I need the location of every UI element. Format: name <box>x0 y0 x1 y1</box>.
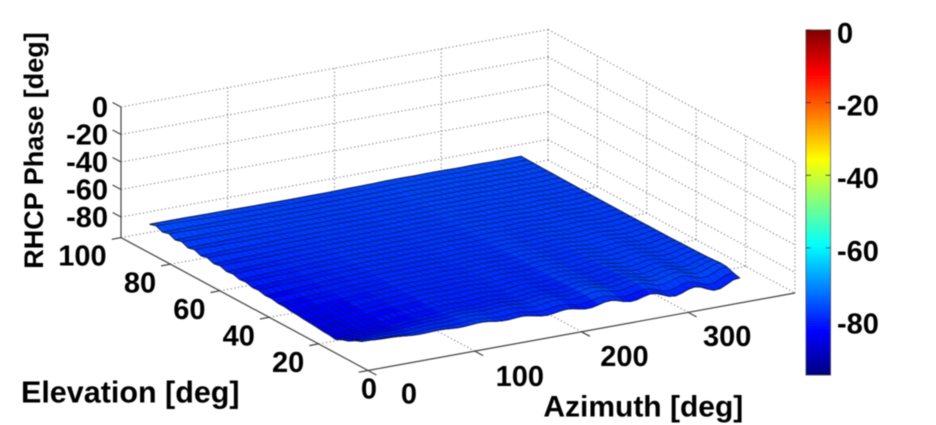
svg-text:20: 20 <box>272 347 304 379</box>
svg-text:-40: -40 <box>837 163 879 195</box>
svg-text:-60: -60 <box>837 236 879 268</box>
svg-text:-20: -20 <box>66 119 108 151</box>
svg-text:-20: -20 <box>837 91 879 123</box>
svg-text:0: 0 <box>401 378 417 410</box>
svg-text:100: 100 <box>496 361 544 393</box>
svg-text:0: 0 <box>92 92 108 124</box>
svg-text:RHCP Phase [deg]: RHCP Phase [deg] <box>19 32 49 269</box>
svg-text:-80: -80 <box>66 202 108 234</box>
svg-text:-80: -80 <box>837 308 879 340</box>
svg-text:0: 0 <box>837 18 853 50</box>
svg-text:300: 300 <box>703 321 751 353</box>
svg-text:100: 100 <box>58 241 106 273</box>
svg-text:Elevation [deg]: Elevation [deg] <box>21 375 240 409</box>
svg-text:0: 0 <box>361 374 377 406</box>
svg-text:-40: -40 <box>66 147 108 179</box>
svg-text:60: 60 <box>173 294 205 326</box>
svg-text:80: 80 <box>124 267 156 299</box>
svg-text:Azimuth [deg]: Azimuth [deg] <box>543 391 743 424</box>
svg-text:200: 200 <box>600 341 648 373</box>
svg-text:-60: -60 <box>66 174 108 206</box>
svg-text:40: 40 <box>223 320 255 352</box>
